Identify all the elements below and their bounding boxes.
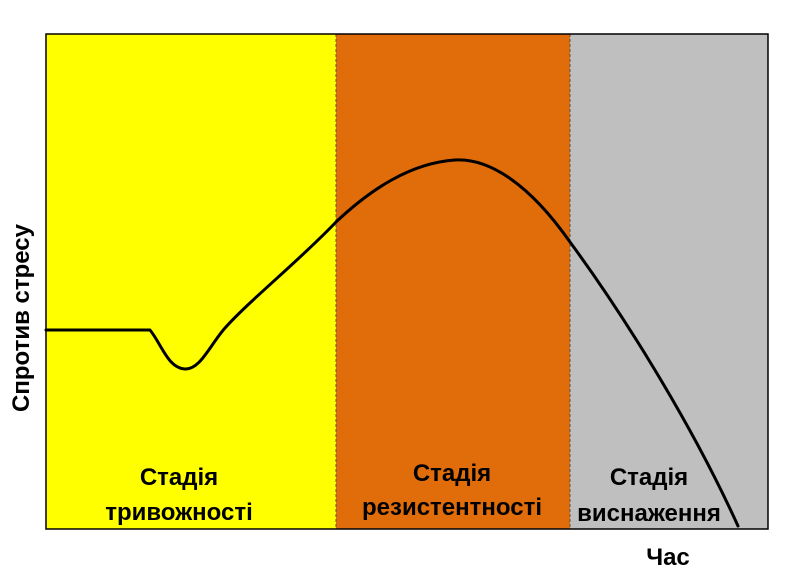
stage-alarm-label-line2: тривожності [105, 499, 253, 526]
x-axis-label: Час [646, 544, 690, 571]
stage-alarm-label-line1: Стадія [140, 464, 218, 491]
stage-resistance-label-line2: резистентності [362, 494, 542, 521]
plot-frame [45, 33, 769, 530]
stage-alarm-region [46, 34, 336, 529]
stage-exhaustion-label-line1: Стадія [610, 464, 688, 491]
stage-exhaustion-label-line2: виснаження [577, 500, 721, 527]
stage-resistance-region [336, 34, 570, 529]
stage-exhaustion-region [570, 34, 768, 529]
stress-resistance-curve [44, 158, 740, 528]
stage-resistance-label-line1: Стадія [413, 460, 491, 487]
y-axis-label: Спротив стресу [8, 223, 35, 412]
